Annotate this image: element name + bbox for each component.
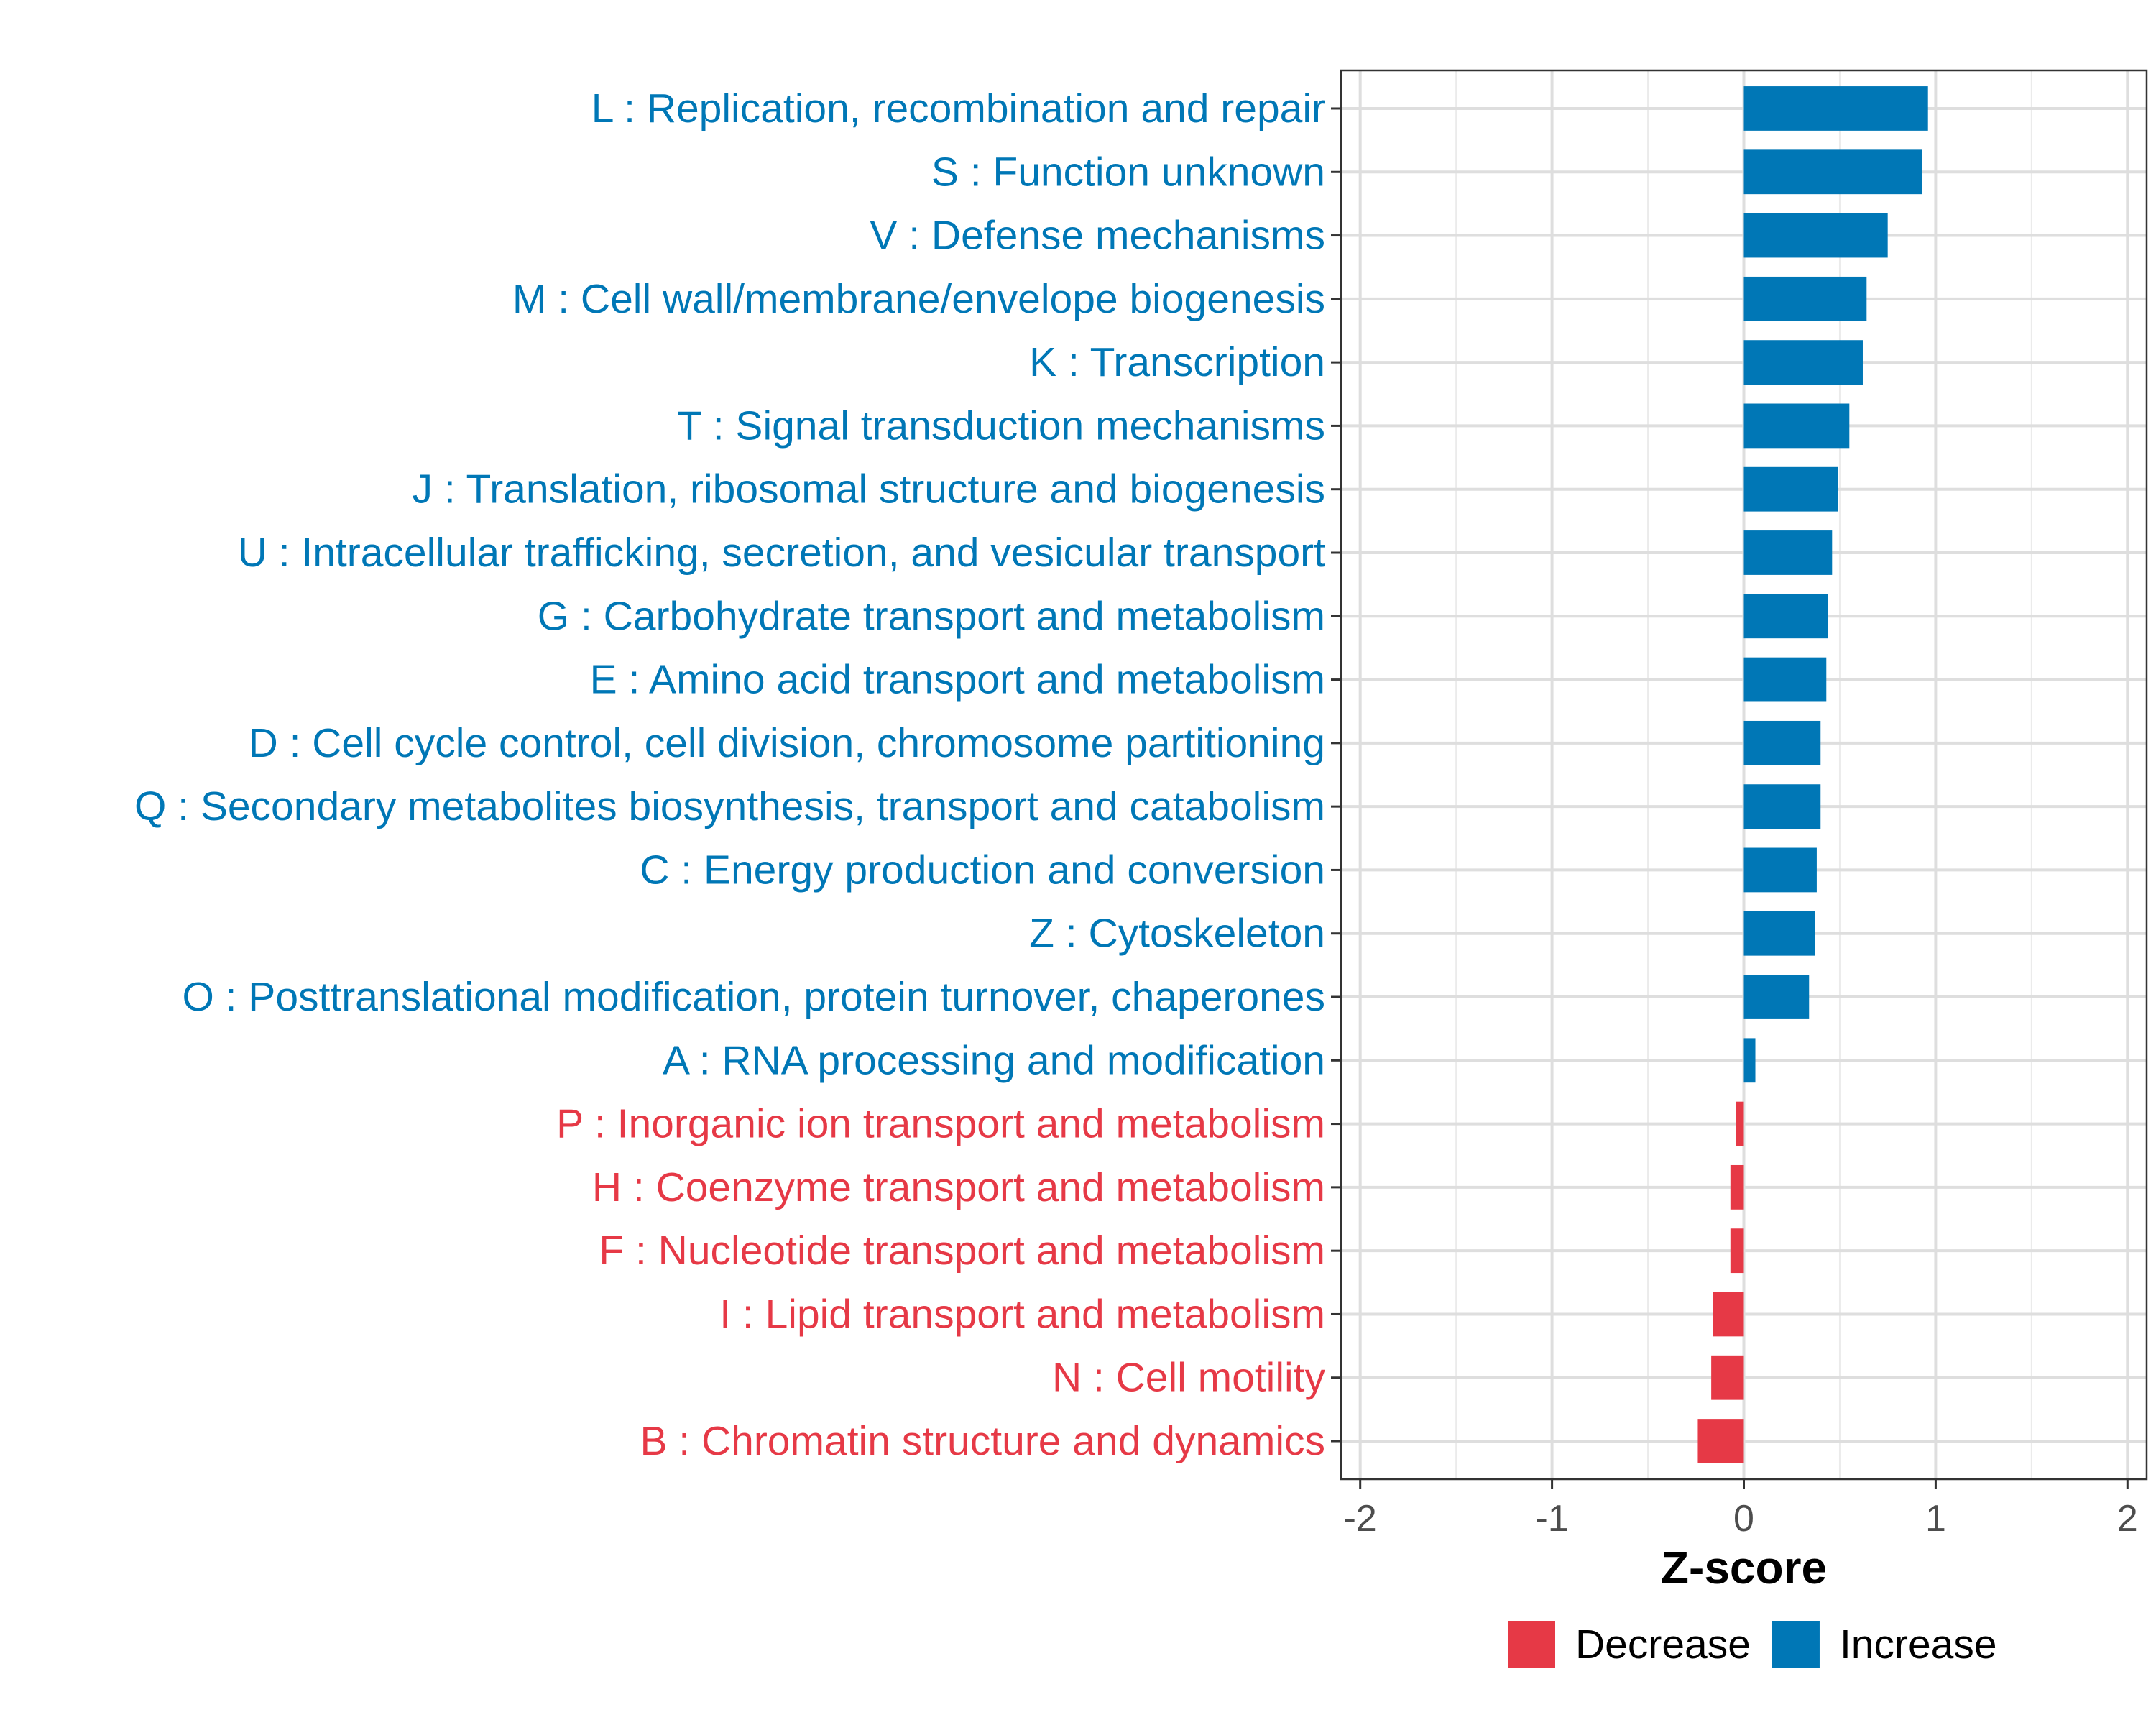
x-axis-title: Z-score (1661, 1542, 1827, 1593)
legend-swatch (1772, 1621, 1820, 1668)
category-label: O : Posttranslational modification, prot… (182, 974, 1325, 1020)
category-label: L : Replication, recombination and repai… (591, 86, 1325, 132)
category-label: E : Amino acid transport and metabolism (590, 657, 1325, 703)
bar (1713, 1292, 1744, 1337)
bar (1697, 1419, 1744, 1463)
legend-swatch (1508, 1621, 1555, 1668)
category-label: M : Cell wall/membrane/envelope biogenes… (512, 276, 1325, 322)
category-label: F : Nucleotide transport and metabolism (599, 1228, 1325, 1274)
category-label: G : Carbohydrate transport and metabolis… (538, 593, 1325, 639)
bar (1743, 530, 1833, 575)
bar (1730, 1228, 1744, 1274)
x-tick-label: 0 (1733, 1498, 1754, 1540)
category-label: C : Energy production and conversion (640, 847, 1325, 893)
bar (1743, 213, 1888, 258)
bar (1743, 975, 1810, 1019)
bar (1743, 466, 1838, 512)
x-tick-label: -1 (1535, 1498, 1568, 1540)
bar (1743, 86, 1928, 131)
bar (1743, 784, 1821, 829)
category-label: H : Coenzyme transport and metabolism (592, 1164, 1325, 1210)
bar (1743, 340, 1863, 385)
bar (1743, 150, 1922, 195)
x-tick-label: 2 (2117, 1498, 2138, 1540)
bar (1730, 1164, 1744, 1210)
category-label: Z : Cytoskeleton (1029, 911, 1325, 957)
x-tick-label: 1 (1925, 1498, 1946, 1540)
bar (1743, 847, 1817, 893)
bar (1743, 1038, 1756, 1083)
legend-label: Decrease (1575, 1622, 1751, 1668)
y-axis-ticks: L : Replication, recombination and repai… (134, 86, 1341, 1464)
category-label: D : Cell cycle control, cell division, c… (249, 720, 1325, 766)
bar (1711, 1355, 1744, 1400)
bar (1743, 720, 1821, 765)
category-label: U : Intracellular trafficking, secretion… (238, 530, 1325, 576)
category-label: S : Function unknown (931, 149, 1325, 195)
category-label: I : Lipid transport and metabolism (719, 1291, 1325, 1337)
x-tick-label: -2 (1344, 1498, 1377, 1540)
bar (1743, 403, 1850, 448)
category-label: P : Inorganic ion transport and metaboli… (556, 1101, 1325, 1147)
category-label: V : Defense mechanisms (870, 213, 1325, 259)
x-axis-ticks: -2 -1 0 1 2 (1344, 1479, 2138, 1540)
category-label: J : Translation, ribosomal structure and… (413, 466, 1325, 512)
bar (1743, 657, 1827, 702)
category-label: A : RNA processing and modification (663, 1037, 1325, 1083)
legend: Decrease Increase (1508, 1621, 1997, 1668)
category-label: T : Signal transduction mechanisms (677, 402, 1325, 448)
category-label: N : Cell motility (1052, 1355, 1326, 1401)
bar (1743, 276, 1867, 321)
bars (1697, 86, 1928, 1463)
category-label: B : Chromatin structure and dynamics (640, 1418, 1325, 1464)
legend-label: Increase (1840, 1622, 1997, 1668)
category-label: K : Transcription (1029, 339, 1325, 385)
category-label: Q : Secondary metabolites biosynthesis, … (134, 783, 1325, 829)
bar (1743, 594, 1828, 639)
bar (1736, 1101, 1744, 1146)
bar (1743, 911, 1815, 956)
